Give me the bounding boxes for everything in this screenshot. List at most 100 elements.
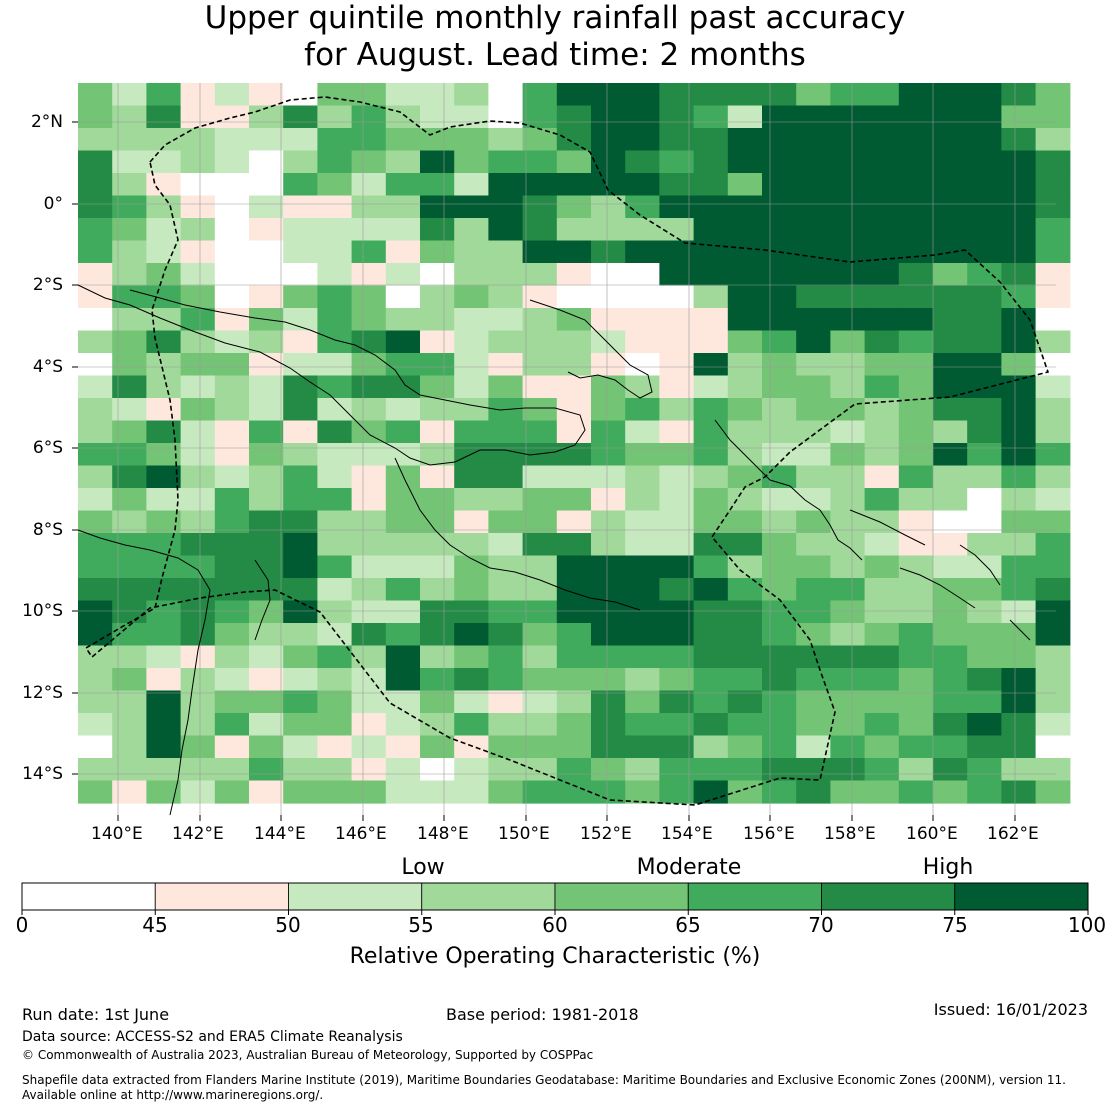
grid-cell [727, 83, 763, 107]
grid-cell [659, 780, 695, 804]
grid-cell [351, 488, 387, 512]
lon-label-152e: 152°E [580, 824, 632, 844]
grid-cell [1001, 353, 1037, 377]
grid-cell [78, 105, 113, 129]
grid-cell [967, 623, 1002, 647]
grid-cell [351, 195, 387, 219]
coastlines [77, 284, 1031, 816]
lat-label-8s: 8°S [32, 520, 63, 540]
lon-label-144e: 144°E [254, 824, 306, 844]
grid-cell [898, 623, 934, 647]
grid-cell [180, 353, 216, 377]
grid-cell [625, 128, 660, 152]
grid-cell [385, 690, 421, 714]
grid-cell [454, 780, 489, 804]
grid-cell [762, 600, 797, 624]
grid-cell [317, 690, 353, 714]
grid-cell [351, 83, 387, 107]
grid-cell [112, 353, 147, 377]
grid-cell [180, 218, 216, 242]
grid-cell [864, 128, 900, 152]
grid-cell [898, 398, 934, 422]
grid-cell [659, 488, 695, 512]
grid-cell [78, 645, 113, 669]
grid-cell [454, 398, 489, 422]
grid-cell [214, 150, 250, 174]
grid-cell [283, 510, 318, 534]
grid-cell [659, 83, 695, 107]
grid-cell [454, 330, 489, 354]
grid-cell [454, 555, 489, 579]
grid-cell [830, 420, 866, 444]
grid-cell [146, 735, 182, 759]
grid-cell [898, 510, 934, 534]
grid-cell [693, 578, 729, 602]
grid-cell [454, 713, 489, 737]
grid-cell [283, 150, 318, 174]
grid-cell [112, 645, 147, 669]
grid-cell [625, 353, 660, 377]
grid-cell [214, 758, 250, 782]
grid-cell [420, 600, 455, 624]
grid-cell [625, 173, 660, 197]
grid-cell [556, 330, 592, 354]
grid-cell [522, 488, 558, 512]
grid-cell [78, 398, 113, 422]
grid-cell [556, 263, 592, 287]
grid-cell [556, 353, 592, 377]
grid-cell [556, 308, 592, 332]
grid-cell [112, 465, 147, 489]
colorbar-bin [154, 882, 289, 911]
grid-cell [796, 375, 831, 399]
grid-cell [214, 510, 250, 534]
grid-cell [898, 240, 934, 264]
lat-label-10s: 10°S [22, 601, 63, 621]
grid-cell [625, 555, 660, 579]
grid-cell [522, 218, 558, 242]
grid-cell [762, 263, 797, 287]
grid-cell [933, 533, 968, 557]
grid-cell [522, 668, 558, 692]
lat-label-2n: 2°N [30, 112, 63, 132]
eez-boundaries [84, 96, 1050, 806]
grid-cell [351, 420, 387, 444]
grid-cell [385, 555, 421, 579]
grid-cell [556, 578, 592, 602]
grid-cell [591, 420, 626, 444]
grid-cell [420, 735, 455, 759]
grid-cell [249, 195, 284, 219]
grid-cell [214, 128, 250, 152]
grid-cell [249, 668, 284, 692]
grid-cell [180, 555, 216, 579]
grid-cell [249, 645, 284, 669]
grid-cell [249, 353, 284, 377]
grid-cell [78, 375, 113, 399]
grid-cell [659, 375, 695, 399]
grid-cell [214, 555, 250, 579]
grid-cell [112, 780, 147, 804]
grid-cell [1035, 533, 1071, 557]
grid-cell [249, 780, 284, 804]
grid-cell [556, 375, 592, 399]
grid-cell [420, 83, 455, 107]
grid-cell [78, 623, 113, 647]
grid-cell [659, 600, 695, 624]
grid-cell [830, 173, 866, 197]
grid-cell [898, 713, 934, 737]
grid-cell [249, 690, 284, 714]
grid-cell [180, 443, 216, 467]
grid-cell [625, 285, 660, 309]
grid-cell [112, 128, 147, 152]
grid-cell [317, 735, 353, 759]
grid-cell [351, 128, 387, 152]
grid-cell [454, 195, 489, 219]
grid-cell [659, 713, 695, 737]
grid-cell [283, 555, 318, 579]
grid-cell [967, 780, 1002, 804]
grid-cell [591, 443, 626, 467]
lon-label-160e: 160°E [906, 824, 958, 844]
grid-cell [454, 645, 489, 669]
grid-cell [180, 645, 216, 669]
grid-cell [727, 578, 763, 602]
grid-cell [830, 735, 866, 759]
